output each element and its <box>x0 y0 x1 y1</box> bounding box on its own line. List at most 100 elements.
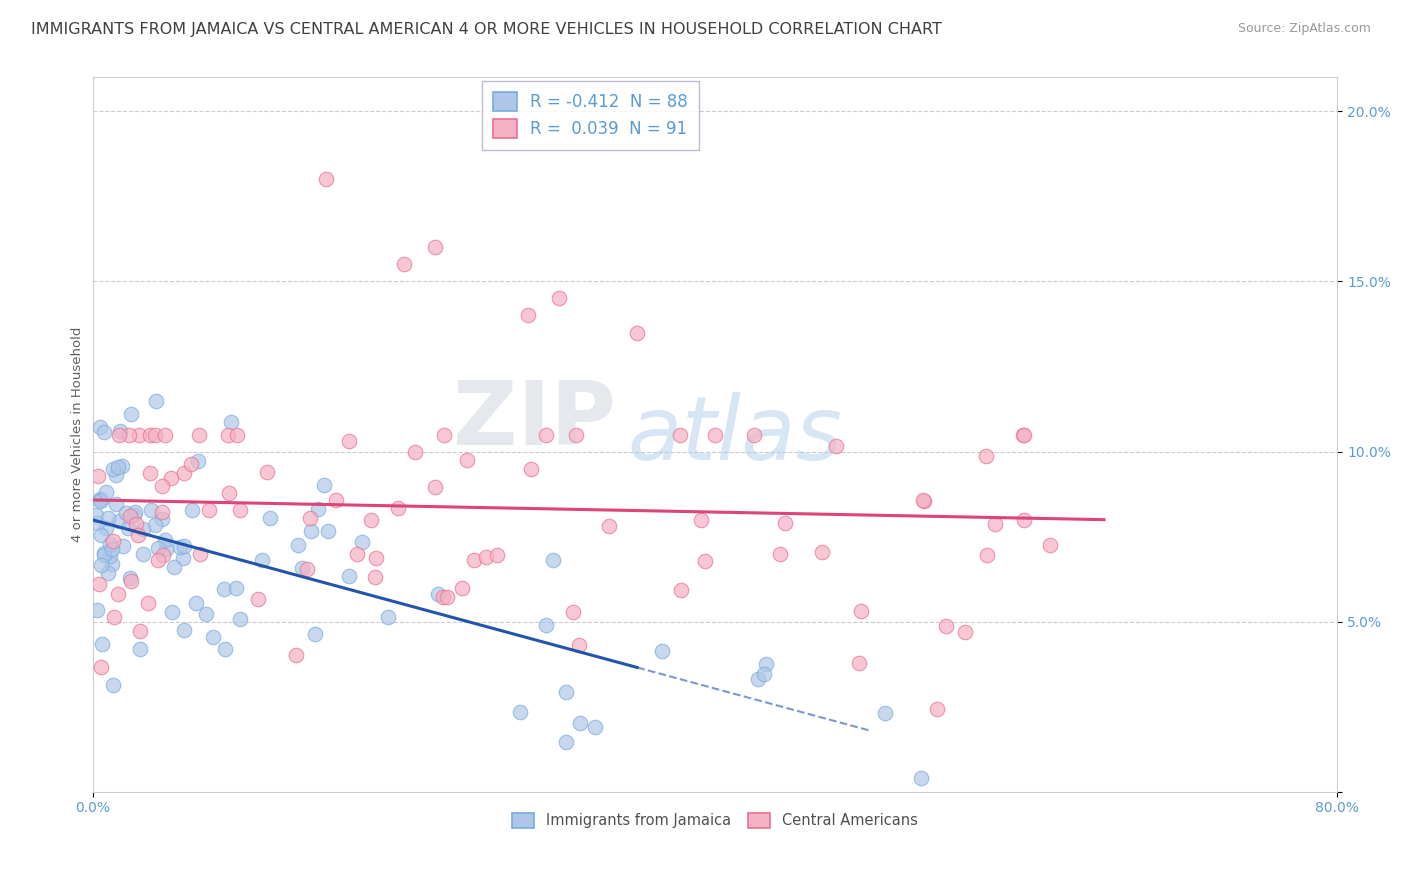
Point <box>101 678 124 692</box>
Point <box>90 492 112 507</box>
Y-axis label: 4 or more Vehicles in Household: 4 or more Vehicles in Household <box>72 326 84 542</box>
Point <box>188 427 211 442</box>
Point <box>128 428 150 442</box>
Point <box>350 535 373 549</box>
Legend: Immigrants from Jamaica, Central Americans: Immigrants from Jamaica, Central America… <box>506 806 924 834</box>
Point <box>103 610 125 624</box>
Point <box>153 533 176 548</box>
Point <box>256 465 278 479</box>
Point <box>146 553 169 567</box>
Point <box>125 517 148 532</box>
Point <box>217 427 239 442</box>
Point <box>423 240 446 254</box>
Point <box>565 427 588 442</box>
Point <box>1014 512 1036 526</box>
Point <box>432 590 454 604</box>
Point <box>953 625 976 640</box>
Point <box>214 642 236 657</box>
Point <box>436 590 458 604</box>
Point <box>315 172 337 186</box>
Point <box>423 480 446 494</box>
Point <box>124 508 146 522</box>
Point <box>346 547 368 561</box>
Point <box>811 545 834 559</box>
Point <box>108 514 131 528</box>
Point <box>96 520 118 534</box>
Point <box>304 626 326 640</box>
Point <box>138 427 160 442</box>
Point <box>337 434 360 448</box>
Point <box>90 528 112 542</box>
Point <box>226 427 249 442</box>
Point <box>143 427 166 442</box>
Point <box>848 657 870 671</box>
Point <box>910 772 932 786</box>
Point <box>475 549 498 564</box>
Point <box>150 512 173 526</box>
Point <box>912 494 935 508</box>
Point <box>325 493 347 508</box>
Point <box>127 528 149 542</box>
Point <box>145 393 167 408</box>
Point <box>291 561 314 575</box>
Point <box>139 503 162 517</box>
Point <box>131 547 153 561</box>
Point <box>1014 427 1036 442</box>
Point <box>690 512 713 526</box>
Point <box>101 462 124 476</box>
Point <box>509 706 531 720</box>
Point <box>337 568 360 582</box>
Point <box>120 407 142 421</box>
Point <box>111 539 134 553</box>
Point <box>180 457 202 471</box>
Point <box>404 445 426 459</box>
Point <box>132 522 155 536</box>
Point <box>90 637 112 651</box>
Point <box>561 605 583 619</box>
Point <box>534 427 557 442</box>
Point <box>555 735 578 749</box>
Point <box>392 258 415 272</box>
Point <box>1012 427 1035 442</box>
Point <box>651 643 673 657</box>
Point <box>188 547 211 561</box>
Point <box>287 537 309 551</box>
Point <box>668 427 690 442</box>
Point <box>187 454 209 468</box>
Point <box>101 541 124 556</box>
Point <box>769 548 792 562</box>
Point <box>295 562 318 576</box>
Point <box>671 583 693 598</box>
Point <box>101 534 124 549</box>
Point <box>98 537 121 551</box>
Text: atlas: atlas <box>628 392 842 477</box>
Point <box>97 510 120 524</box>
Point <box>198 503 221 517</box>
Point <box>97 566 120 580</box>
Point <box>221 415 243 429</box>
Point <box>173 466 195 480</box>
Text: ZIP: ZIP <box>453 376 616 464</box>
Point <box>111 458 134 473</box>
Point <box>86 603 108 617</box>
Point <box>117 521 139 535</box>
Point <box>129 624 152 639</box>
Point <box>212 582 235 596</box>
Point <box>108 424 131 438</box>
Point <box>259 510 281 524</box>
Point <box>118 571 141 585</box>
Point <box>284 648 307 663</box>
Point <box>387 501 409 516</box>
Point <box>752 667 775 681</box>
Point <box>153 427 176 442</box>
Point <box>150 479 173 493</box>
Point <box>534 617 557 632</box>
Point <box>250 553 273 567</box>
Point <box>824 439 846 453</box>
Point <box>118 509 141 524</box>
Point <box>366 550 388 565</box>
Point <box>755 657 778 672</box>
Point <box>426 587 449 601</box>
Point <box>86 469 108 483</box>
Point <box>1039 538 1062 552</box>
